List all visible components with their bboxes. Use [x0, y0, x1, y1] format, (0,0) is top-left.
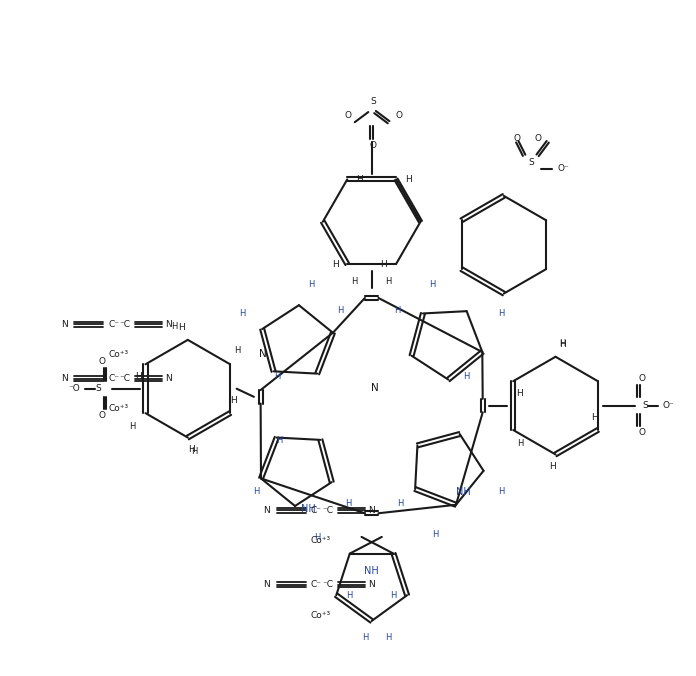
Text: H: H: [308, 281, 315, 289]
Text: Co⁺³: Co⁺³: [311, 610, 331, 620]
Text: H: H: [381, 260, 387, 268]
Text: H: H: [548, 462, 555, 471]
Text: H: H: [171, 322, 177, 331]
Text: Co⁺³: Co⁺³: [108, 404, 128, 414]
Text: H: H: [347, 591, 353, 600]
Text: H: H: [386, 276, 392, 285]
Text: H: H: [332, 260, 338, 268]
Text: H: H: [386, 633, 392, 642]
Text: H: H: [337, 306, 343, 315]
Text: C⁻: C⁻: [108, 374, 119, 383]
Text: N: N: [368, 506, 375, 515]
Text: H: H: [351, 276, 358, 285]
Text: H: H: [253, 487, 260, 496]
Text: H: H: [191, 447, 198, 456]
Text: H: H: [390, 591, 397, 600]
Text: H: H: [516, 389, 523, 398]
Text: H: H: [129, 422, 135, 431]
Text: H: H: [464, 372, 470, 381]
Text: H: H: [498, 487, 504, 496]
Text: S: S: [528, 158, 534, 166]
Text: N: N: [264, 506, 270, 515]
Text: H: H: [591, 413, 598, 422]
Text: NH: NH: [456, 487, 471, 497]
Text: NH: NH: [364, 566, 379, 577]
Text: N: N: [61, 320, 68, 329]
Text: N: N: [371, 383, 379, 393]
Text: H: H: [177, 323, 184, 332]
Text: H: H: [559, 340, 566, 349]
Text: N: N: [368, 580, 375, 589]
Text: C⁻: C⁻: [108, 320, 119, 329]
Text: C⁻: C⁻: [311, 580, 322, 589]
Text: O: O: [638, 428, 645, 437]
Text: ⁻C: ⁻C: [322, 506, 333, 515]
Text: O: O: [638, 374, 645, 383]
Text: H: H: [559, 339, 565, 347]
Text: H: H: [517, 439, 523, 448]
Text: H: H: [397, 499, 404, 508]
Text: H: H: [230, 396, 237, 406]
Text: N: N: [166, 320, 172, 329]
Text: ⁻C: ⁻C: [119, 320, 130, 329]
Text: H: H: [356, 175, 363, 184]
Text: O: O: [534, 134, 541, 143]
Text: ⁻O: ⁻O: [69, 384, 81, 393]
Text: O: O: [514, 134, 521, 143]
Text: O: O: [98, 411, 105, 420]
Text: N: N: [259, 349, 267, 359]
Text: S: S: [370, 97, 376, 106]
Text: O: O: [395, 111, 402, 120]
Text: H: H: [314, 533, 320, 542]
Text: H: H: [395, 306, 401, 315]
Text: H: H: [405, 175, 411, 184]
Text: H: H: [234, 346, 240, 356]
Text: S: S: [95, 384, 101, 393]
Text: S: S: [642, 401, 648, 410]
Text: N: N: [264, 580, 270, 589]
Text: H: H: [188, 445, 195, 454]
Text: O⁻: O⁻: [557, 164, 569, 173]
Text: N: N: [166, 374, 172, 383]
Text: ⁻C: ⁻C: [119, 374, 130, 383]
Text: H: H: [239, 309, 246, 318]
Text: ⁻C: ⁻C: [322, 580, 333, 589]
Text: C⁻: C⁻: [311, 506, 322, 515]
Text: Co⁺³: Co⁺³: [311, 536, 331, 546]
Text: H: H: [498, 309, 504, 318]
Text: O: O: [98, 357, 105, 366]
Text: O: O: [345, 111, 351, 120]
Text: H: H: [276, 435, 283, 445]
Text: N: N: [61, 374, 68, 383]
Text: H: H: [345, 499, 352, 508]
Text: H: H: [429, 281, 435, 289]
Text: Co⁺³: Co⁺³: [108, 350, 128, 360]
Text: H: H: [274, 372, 280, 381]
Text: O: O: [370, 141, 377, 150]
Text: NH: NH: [301, 504, 316, 514]
Text: H: H: [362, 633, 368, 642]
Text: H: H: [432, 531, 438, 539]
Text: O⁻: O⁻: [663, 401, 674, 410]
Text: H: H: [135, 372, 142, 381]
